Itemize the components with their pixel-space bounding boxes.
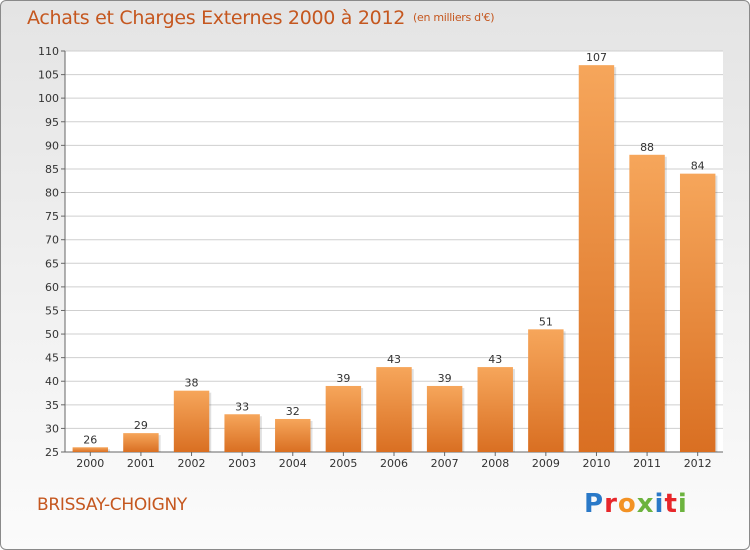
x-tick-label: 2011 xyxy=(633,457,661,470)
data-label: 39 xyxy=(336,372,350,385)
logo-letter: i xyxy=(654,489,665,519)
bar-2000 xyxy=(72,447,109,452)
data-label: 38 xyxy=(185,377,199,390)
y-tick-label: 60 xyxy=(45,281,59,294)
y-tick-label: 85 xyxy=(45,163,59,176)
bar-2011 xyxy=(629,154,665,452)
y-tick-label: 50 xyxy=(45,328,59,341)
x-tick-label: 2009 xyxy=(532,457,560,470)
data-label: 43 xyxy=(488,353,502,366)
logo-letter: o xyxy=(617,489,637,519)
bar-2009 xyxy=(528,329,564,452)
y-tick-label: 90 xyxy=(45,139,59,152)
y-tick-label: 65 xyxy=(45,257,59,270)
y-tick-label: 80 xyxy=(45,187,59,200)
chart-title: Achats et Charges Externes 2000 à 2012 (e… xyxy=(27,7,495,29)
bar-2005 xyxy=(325,385,362,452)
y-tick-label: 110 xyxy=(38,45,59,58)
bar-2004 xyxy=(275,418,311,452)
data-label: 84 xyxy=(691,160,705,173)
bar-2007 xyxy=(426,385,463,452)
data-label: 33 xyxy=(235,400,249,413)
y-tick-label: 35 xyxy=(45,399,59,412)
chart-title-text: Achats et Charges Externes 2000 à 2012 xyxy=(27,7,406,29)
data-label: 32 xyxy=(286,405,300,418)
data-label: 51 xyxy=(539,315,553,328)
bar-2010 xyxy=(578,65,615,452)
y-tick-label: 105 xyxy=(38,69,59,82)
bar-2012 xyxy=(679,173,716,453)
data-label: 88 xyxy=(640,141,654,154)
x-tick-label: 2003 xyxy=(228,457,256,470)
logo-letter: r xyxy=(604,489,618,519)
x-tick-label: 2006 xyxy=(380,457,408,470)
y-tick-label: 25 xyxy=(45,446,59,459)
data-label: 29 xyxy=(134,419,148,432)
bar-2001 xyxy=(123,433,159,452)
bar-2002 xyxy=(173,390,210,452)
data-label: 107 xyxy=(586,51,607,64)
logo-letter: t xyxy=(664,489,678,519)
y-tick-label: 45 xyxy=(45,352,59,365)
x-tick-label: 2005 xyxy=(329,457,357,470)
x-tick-label: 2000 xyxy=(76,457,104,470)
x-tick-label: 2010 xyxy=(582,457,610,470)
y-tick-label: 40 xyxy=(45,375,59,388)
x-tick-label: 2002 xyxy=(178,457,206,470)
proxiti-logo: Proxiti xyxy=(584,489,688,519)
data-label: 26 xyxy=(83,433,97,446)
x-tick-label: 2008 xyxy=(481,457,509,470)
x-tick-label: 2007 xyxy=(431,457,459,470)
data-label: 39 xyxy=(438,372,452,385)
chart-subtitle: (en milliers d'€) xyxy=(413,11,495,24)
y-tick-label: 95 xyxy=(45,116,59,129)
y-tick-label: 75 xyxy=(45,210,59,223)
x-tick-label: 2001 xyxy=(127,457,155,470)
commune-name: BRISSAY-CHOIGNY xyxy=(37,495,188,515)
y-tick-label: 100 xyxy=(38,92,59,105)
x-tick-label: 2012 xyxy=(684,457,712,470)
bar-2006 xyxy=(376,367,412,452)
y-tick-label: 30 xyxy=(45,422,59,435)
logo-letter: i xyxy=(677,489,688,519)
logo-letter: P xyxy=(584,489,605,519)
bar-2003 xyxy=(224,414,260,452)
logo-letter: x xyxy=(636,489,655,519)
x-tick-label: 2004 xyxy=(279,457,307,470)
y-tick-label: 70 xyxy=(45,234,59,247)
bar-2008 xyxy=(477,367,513,452)
data-label: 43 xyxy=(387,353,401,366)
y-tick-label: 55 xyxy=(45,304,59,317)
